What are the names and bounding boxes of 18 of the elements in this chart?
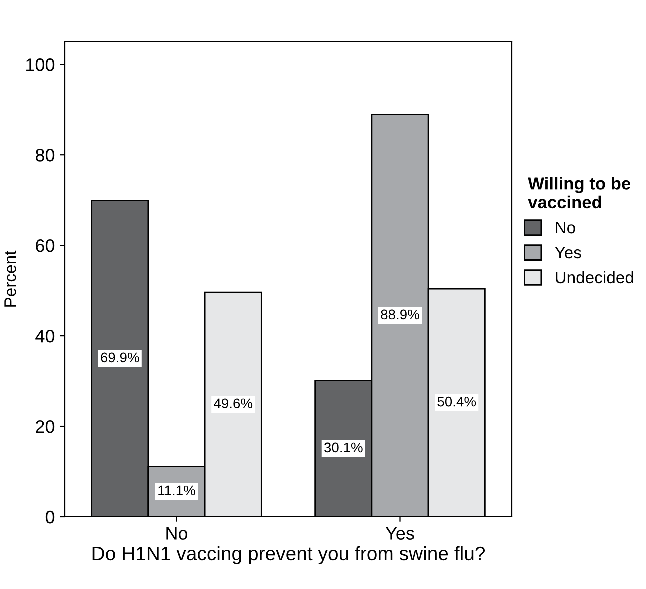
y-tick-label: 100 (26, 58, 55, 72)
legend-label: Undecided (556, 271, 634, 284)
y-axis-title: Percent (4, 250, 16, 307)
legend-title: Willing to be vaccined (528, 177, 631, 209)
y-tick-label: 80 (36, 149, 55, 162)
y-tick-label: 60 (36, 240, 55, 252)
y-tick-label: 20 (36, 420, 55, 434)
data-label: 69.9% (101, 352, 140, 363)
data-label: 49.6% (214, 398, 253, 409)
data-label: 88.9% (381, 310, 420, 320)
data-label: 50.4% (438, 396, 476, 407)
x-axis-title: Do H1N1 vaccing prevent you from swine flu? (92, 546, 486, 564)
data-label: 30.1% (324, 442, 363, 453)
data-label: 11.1% (158, 486, 196, 496)
y-tick-label: 40 (36, 330, 55, 343)
legend-label: Yes (555, 247, 582, 259)
legend-label: No (556, 222, 576, 234)
y-tick-label: 0 (46, 510, 55, 524)
